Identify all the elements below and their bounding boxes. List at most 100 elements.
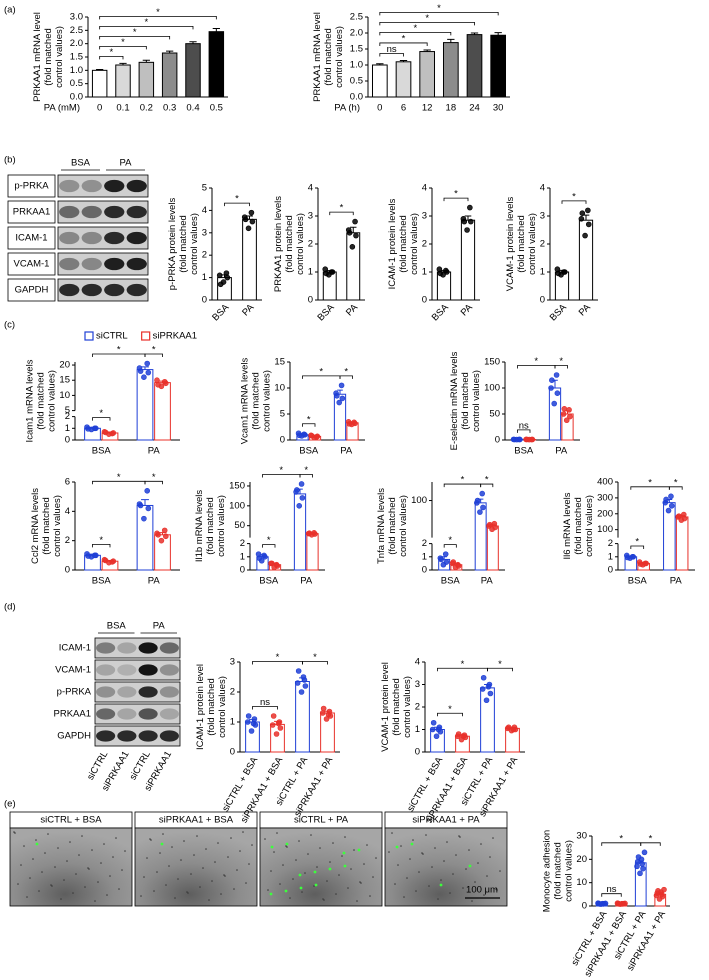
bar (395, 61, 412, 98)
data-point (479, 490, 485, 497)
data-point (270, 713, 277, 719)
cell-speck (248, 863, 250, 865)
blot-band (159, 642, 179, 654)
y-tick-label: 2 (422, 239, 427, 250)
micrograph (259, 827, 383, 907)
data-point (624, 554, 631, 561)
significance-label: * (99, 408, 103, 419)
y-tick-label: 4 (202, 205, 207, 216)
cell-speck (84, 886, 86, 888)
bar (490, 34, 507, 98)
y-tick-label: 1 (608, 551, 613, 562)
x-tick-label: BSA (210, 302, 232, 324)
y-tick-label: 3 (230, 657, 235, 668)
y-tick-label: 2 (540, 239, 545, 250)
data-point (665, 507, 672, 514)
data-point (102, 557, 109, 564)
error-bar (96, 69, 104, 71)
blot-band (104, 283, 125, 297)
cell-speck (335, 893, 337, 895)
data-point (505, 724, 512, 731)
error-bar (447, 38, 455, 43)
blot-band (126, 179, 147, 193)
monocyte (314, 883, 318, 887)
data-point (551, 400, 558, 407)
y-axis-label: PRKAA1 mRNA level (312, 12, 323, 102)
cell-speck (115, 837, 117, 839)
y-axis-label: E-selectin mRNA levels (449, 351, 460, 450)
y-axis-label: ICAM-1 protein levels (387, 198, 398, 289)
significance-bracket (379, 42, 428, 46)
error-bar (470, 32, 479, 35)
y-tick-label: 1 (230, 717, 235, 728)
cell-speck (397, 864, 399, 866)
data-point (144, 360, 151, 367)
data-point (443, 559, 450, 565)
panel-label: (b) (4, 155, 16, 166)
error-bar (423, 49, 431, 52)
data-point (437, 270, 444, 277)
cell-speck (50, 884, 52, 886)
data-point (435, 726, 442, 733)
significance-label: * (635, 536, 639, 547)
y-tick-label: 2 (422, 538, 427, 549)
data-point (295, 668, 302, 674)
blot-band (81, 257, 102, 271)
blot-row-label: GAPDH (57, 731, 91, 742)
x-tick-label: 0 (377, 103, 382, 114)
y-tick-label: 0 (240, 565, 245, 576)
data-point (554, 390, 561, 397)
cell-speck (224, 875, 226, 877)
data-point (323, 270, 329, 277)
y-axis-label: (fold matched (391, 678, 402, 736)
y-tick-label: 1.0 (70, 65, 83, 76)
data-point (302, 683, 309, 689)
data-point (561, 269, 567, 275)
data-point (296, 432, 303, 439)
significance-label: * (402, 33, 406, 44)
blot-band (59, 231, 80, 245)
cell-speck (174, 897, 176, 899)
bar (306, 533, 319, 571)
cell-speck (159, 852, 161, 854)
significance-label: * (413, 23, 417, 34)
data-point (275, 720, 282, 727)
y-tick-label: 2 (65, 411, 70, 422)
monocyte (342, 851, 346, 855)
legend-swatch (84, 331, 94, 341)
y-axis-label: control values) (262, 370, 273, 432)
x-axis-label: PA (h) (334, 103, 360, 114)
blot-strip (57, 174, 149, 198)
cell-speck (332, 842, 334, 844)
y-tick-label: 1 (540, 267, 545, 278)
cell-speck (13, 831, 15, 833)
cell-speck (32, 858, 34, 860)
data-point (566, 407, 572, 413)
significance-label: * (437, 3, 441, 14)
cell-speck (54, 866, 56, 868)
data-point (161, 527, 168, 534)
significance-bracket (379, 12, 499, 16)
data-point (491, 520, 498, 527)
y-axis-label: control values) (52, 495, 63, 557)
cell-speck (319, 847, 321, 849)
significance-label: * (319, 366, 323, 377)
cell-speck (208, 899, 210, 901)
blot-band (96, 708, 116, 720)
blot-band (138, 686, 158, 698)
y-axis-label: control values) (471, 370, 482, 432)
y-axis-label: (fold matched (43, 28, 54, 86)
cell-speck (199, 886, 201, 888)
x-tick-label: PA (148, 446, 161, 457)
image-caption: siPRKAA1 + PA (412, 815, 480, 826)
cell-speck (78, 854, 80, 856)
significance-bracket (437, 712, 463, 717)
blot-strip (57, 278, 149, 302)
data-point (336, 399, 343, 406)
y-tick-label: 3 (415, 679, 420, 690)
significance-bracket (329, 211, 354, 216)
significance-label: * (448, 535, 452, 546)
data-point (328, 269, 335, 275)
y-axis-label: control values) (217, 676, 228, 738)
cell-speck (418, 871, 420, 873)
